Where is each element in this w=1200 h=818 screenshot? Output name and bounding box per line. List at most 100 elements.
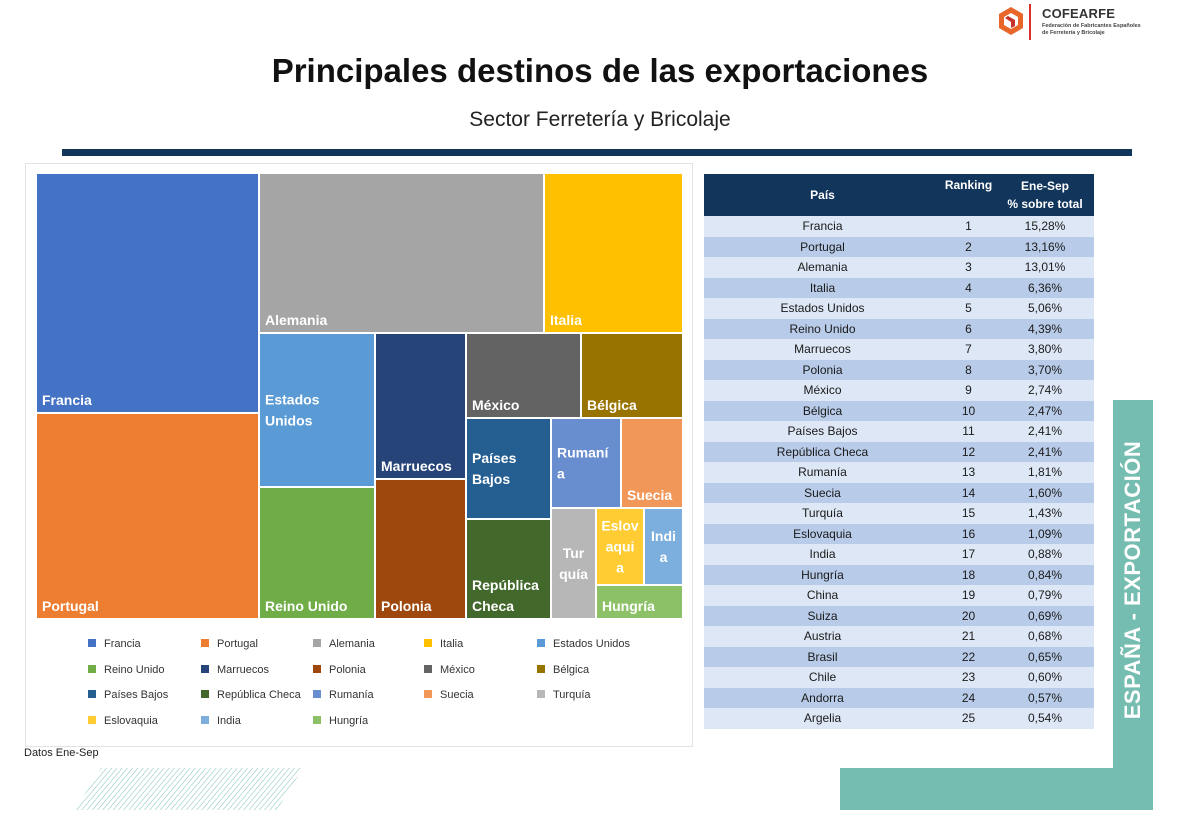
cell-ranking: 4 <box>941 277 996 298</box>
cell-pct: 3,70% <box>996 359 1094 380</box>
page-title: Principales destinos de las exportacione… <box>271 52 929 89</box>
legend-item: Francia <box>88 638 141 650</box>
treemap-cell: Eslov aqui a <box>595 507 645 586</box>
logo-subtitle-line1: Federación de Fabricantes Españoles <box>1042 23 1141 29</box>
treemap-label-line: a <box>557 466 565 482</box>
header-pais: País <box>704 174 941 216</box>
legend-swatch <box>201 690 209 698</box>
decorative-hatch <box>75 768 303 810</box>
legend-item: Turquía <box>537 689 591 701</box>
treemap-label-line: Bajos <box>472 471 510 487</box>
treemap-label-line: a <box>616 560 624 576</box>
treemap-label: Eslov aqui a <box>601 518 639 576</box>
treemap-label-line: Indi <box>651 528 676 544</box>
treemap-rect <box>258 332 376 488</box>
cell-pais: Suecia <box>704 482 941 503</box>
legend-item: República Checa <box>201 689 301 701</box>
treemap-label-line: Francia <box>42 392 92 408</box>
cell-pct: 1,81% <box>996 462 1094 483</box>
treemap-label-line: Italia <box>550 312 582 328</box>
legend-swatch <box>313 665 321 673</box>
treemap-cell: Indi a <box>643 507 684 586</box>
legend-label: Estados Unidos <box>553 638 631 650</box>
legend-item: Portugal <box>201 638 258 650</box>
data-note: Datos Ene-Sep <box>24 747 99 759</box>
cell-ranking: 16 <box>941 523 996 544</box>
treemap-cell: Países Bajos <box>465 417 552 520</box>
logo-name: COFEARFE <box>1042 6 1116 21</box>
legend-label: Portugal <box>217 638 258 650</box>
treemap-cell: Suecia <box>620 417 684 509</box>
cell-pais: Suiza <box>704 605 941 626</box>
cell-ranking: 8 <box>941 359 996 380</box>
header-pct-line2: % sobre total <box>1007 197 1083 211</box>
legend-swatch <box>537 639 545 647</box>
treemap-label: Marruecos <box>381 458 452 474</box>
cell-ranking: 23 <box>941 667 996 688</box>
cell-pais: Reino Unido <box>704 318 941 339</box>
table-row: Reino Unido 6 4,39% <box>704 318 1094 339</box>
table-row: Portugal 2 13,16% <box>704 236 1094 257</box>
header-ranking: Ranking <box>941 174 996 216</box>
treemap-label-line: Alemania <box>265 312 327 328</box>
treemap-cell: Hungría <box>595 584 684 620</box>
treemap-rect <box>550 417 622 509</box>
treemap-label-line: Hungría <box>602 598 655 614</box>
ranking-table-body: Francia 1 15,28% Portugal 2 13,16% Alemania 3 13… <box>704 216 1094 729</box>
legend-item: Bélgica <box>537 664 589 676</box>
legend-label: Reino Unido <box>104 664 165 676</box>
cell-pais: Países Bajos <box>704 421 941 442</box>
treemap-rect <box>643 507 684 586</box>
cell-ranking: 20 <box>941 605 996 626</box>
treemap-label: Indi a <box>651 528 676 565</box>
cell-pais: Portugal <box>704 236 941 257</box>
cell-ranking: 17 <box>941 544 996 565</box>
cell-pct: 0,68% <box>996 626 1094 647</box>
cell-ranking: 1 <box>941 216 996 237</box>
treemap-cell: Tur quía <box>550 507 597 620</box>
legend-label: India <box>217 715 241 727</box>
treemap-label: Polonia <box>381 598 432 614</box>
header-ranking-label: Ranking <box>944 178 993 192</box>
table-row: Hungría 18 0,84% <box>704 564 1094 585</box>
cell-ranking: 25 <box>941 708 996 729</box>
treemap-label-line: Portugal <box>42 598 99 614</box>
cell-pct: 2,41% <box>996 441 1094 462</box>
table-row: Eslovaquia 16 1,09% <box>704 523 1094 544</box>
legend-swatch <box>88 639 96 647</box>
legend-item: Italia <box>424 638 463 650</box>
cell-pais: México <box>704 380 941 401</box>
cell-ranking: 10 <box>941 400 996 421</box>
treemap-label: República Checa <box>472 577 539 614</box>
treemap-label: Países Bajos <box>472 450 517 487</box>
legend-swatch <box>537 690 545 698</box>
bottom-accent-bar <box>840 768 1153 810</box>
cell-pct: 5,06% <box>996 298 1094 319</box>
table-row: China 19 0,79% <box>704 585 1094 606</box>
treemap-label-line: aqui <box>606 539 635 555</box>
legend-label: Marruecos <box>217 664 269 676</box>
legend-item: Países Bajos <box>88 689 168 701</box>
cell-ranking: 6 <box>941 318 996 339</box>
table-row: Estados Unidos 5 5,06% <box>704 298 1094 319</box>
treemap-label-line: Unidos <box>265 413 313 429</box>
legend-label: Bélgica <box>553 664 590 676</box>
cell-pct: 15,28% <box>996 216 1094 237</box>
legend-item: Hungría <box>313 715 368 727</box>
cell-pais: India <box>704 544 941 565</box>
legend-item: Suecia <box>424 689 474 701</box>
treemap-cell: República Checa <box>465 518 552 620</box>
cell-ranking: 18 <box>941 564 996 585</box>
legend-label: República Checa <box>217 689 301 701</box>
treemap-label: Francia <box>42 392 92 408</box>
treemap-label: Estados Unidos <box>265 392 320 429</box>
cell-pais: República Checa <box>704 441 941 462</box>
cell-pct: 1,43% <box>996 503 1094 524</box>
cell-pct: 0,69% <box>996 605 1094 626</box>
logo-subtitle-line2: de Ferretería y Bricolaje <box>1042 29 1105 36</box>
table-row: Francia 1 15,28% <box>704 216 1094 237</box>
legend-item: Marruecos <box>201 664 269 676</box>
treemap-cell: Alemania <box>258 172 545 334</box>
legend-swatch <box>424 639 432 647</box>
cell-pct: 13,01% <box>996 257 1094 278</box>
